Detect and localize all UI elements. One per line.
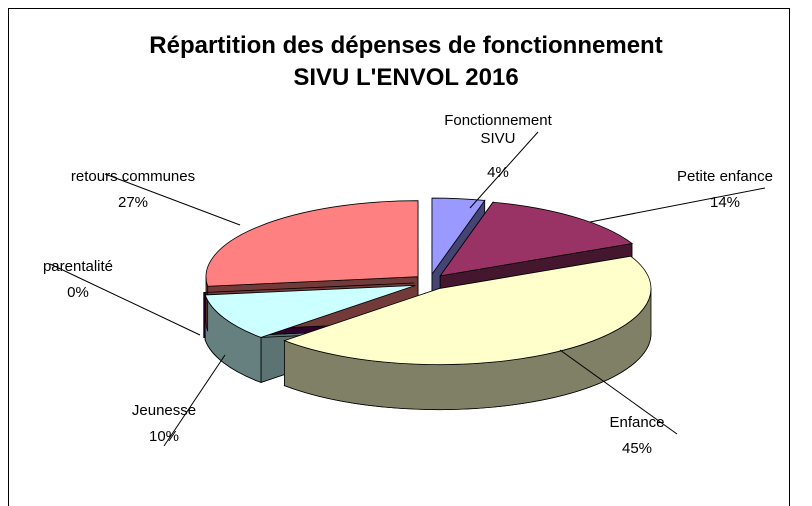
leader-line <box>49 263 201 336</box>
value-label: 27% <box>117 194 149 211</box>
category-label: Enfance <box>609 414 665 431</box>
slice <box>205 200 419 287</box>
value-label: 4% <box>487 164 509 181</box>
value-label: 14% <box>709 194 741 211</box>
value-label: 45% <box>621 440 653 457</box>
leader-line <box>559 349 678 435</box>
slice <box>204 285 416 338</box>
value-label: 10% <box>148 428 180 445</box>
leader-line <box>589 187 766 223</box>
category-label: Fonctionnement SIVU <box>444 112 552 147</box>
leader-line <box>104 173 241 226</box>
value-label: 0% <box>67 284 89 301</box>
leader-line <box>163 354 226 447</box>
chart-title: Répartition des dépenses de fonctionneme… <box>149 32 663 59</box>
leader-line <box>469 131 539 209</box>
slice <box>439 201 633 277</box>
chart-subtitle: SIVU L'ENVOL 2016 <box>293 64 519 91</box>
slice <box>283 255 652 365</box>
slice <box>431 197 486 276</box>
category-label: Jeunesse <box>131 402 197 419</box>
chart-frame <box>8 8 790 506</box>
category-label: Petite enfance <box>677 168 773 185</box>
category-label: retours communes <box>70 168 196 185</box>
slice <box>203 282 415 293</box>
category-label: parentalité <box>42 258 114 275</box>
